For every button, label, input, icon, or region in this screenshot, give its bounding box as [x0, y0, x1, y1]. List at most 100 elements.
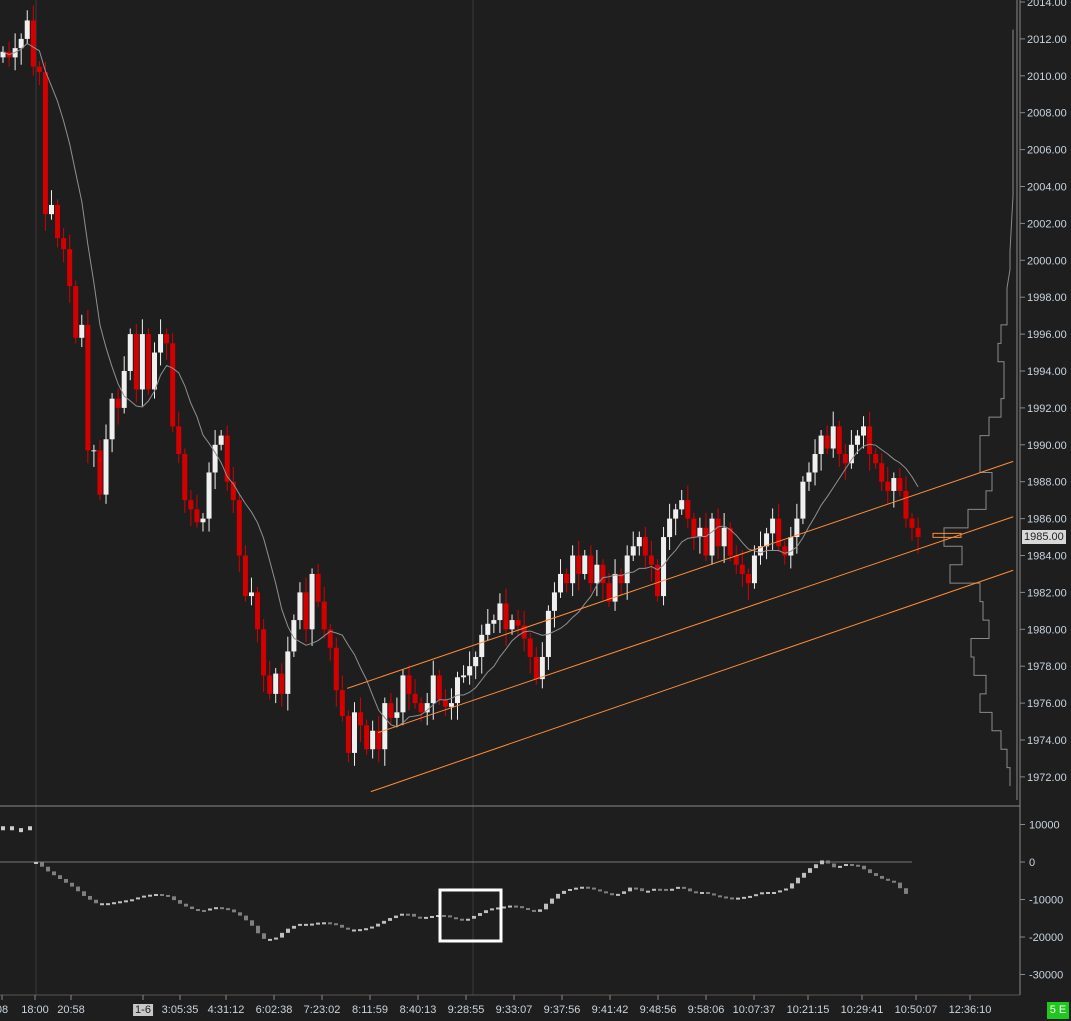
- time-tick-label: 9:37:56: [543, 1004, 581, 1016]
- candle-down: [188, 500, 194, 510]
- indicator-bar: [196, 909, 200, 912]
- indicator-bar: [550, 898, 554, 904]
- indicator-bar: [484, 910, 488, 914]
- indicator-bar: [904, 888, 908, 894]
- indicator-bar: [448, 915, 452, 918]
- indicator-bar: [460, 918, 464, 921]
- candle-up: [430, 675, 436, 704]
- indicator-bar: [118, 901, 122, 904]
- candle-down: [230, 481, 236, 501]
- selection-box: [438, 888, 503, 943]
- candle-up: [91, 450, 97, 452]
- indicator-bar: [364, 928, 368, 931]
- price-tick-label: 2010.00: [1027, 71, 1067, 83]
- candle-up: [582, 555, 588, 574]
- indicator-bar: [622, 891, 626, 894]
- indicator-bar: [154, 894, 158, 897]
- indicator-bar: [532, 909, 536, 912]
- candle-down: [733, 555, 739, 565]
- candle-down: [685, 500, 691, 519]
- candle-down: [727, 527, 733, 556]
- candle-down: [97, 450, 103, 495]
- indicator-bar: [616, 893, 620, 896]
- indicator-bar: [526, 908, 530, 911]
- price-tick-label: 1976.00: [1027, 698, 1067, 710]
- candle-up: [473, 656, 479, 667]
- indicator-bar: [262, 933, 266, 939]
- indicator-bar: [19, 828, 23, 833]
- indicator-bar: [502, 906, 506, 909]
- time-tick-label: 20:58: [57, 1004, 85, 1016]
- status-badge[interactable]: 5 E: [1047, 1002, 1069, 1019]
- price-tick-label: 2004.00: [1027, 182, 1067, 194]
- indicator-bar: [220, 907, 224, 910]
- candle-up: [382, 703, 388, 750]
- time-tick-label: 12:36:10: [948, 1004, 992, 1016]
- candle-up: [558, 573, 564, 593]
- candle-up: [551, 592, 557, 611]
- candle-up: [448, 703, 454, 707]
- candle-down: [236, 500, 242, 556]
- indicator-bar: [682, 886, 686, 889]
- indicator-bar: [250, 920, 254, 926]
- candle-up: [764, 533, 770, 547]
- price-tick-label: 2002.00: [1027, 218, 1067, 230]
- candle-down: [576, 555, 582, 574]
- time-tick-label: 4:31:12: [207, 1004, 245, 1016]
- indicator-bar: [652, 888, 656, 891]
- time-tick-label: 18:00: [21, 1004, 49, 1016]
- indicator-bar: [268, 938, 272, 941]
- indicator-bar: [214, 907, 218, 910]
- candle-down: [418, 703, 424, 713]
- candle-down: [406, 675, 412, 694]
- candle-up: [630, 546, 636, 556]
- candle-down: [618, 573, 624, 584]
- candle-down: [600, 564, 606, 584]
- candle-down: [691, 518, 697, 538]
- candle-down: [315, 573, 321, 602]
- candle-down: [164, 334, 170, 344]
- indicator-bar: [820, 860, 824, 865]
- indicator-bar: [640, 888, 644, 892]
- indicator-bar: [814, 864, 818, 869]
- candle-up: [491, 620, 497, 624]
- time-tick-label: 10:29:41: [840, 1004, 884, 1016]
- candle-down: [533, 656, 539, 680]
- candle-up: [891, 478, 897, 491]
- indicator-bar: [304, 923, 308, 926]
- candle-down: [364, 725, 370, 750]
- candle-down: [503, 603, 509, 630]
- candle-down: [564, 573, 570, 584]
- indicator-bar: [382, 920, 386, 924]
- indicator-bar: [604, 891, 608, 894]
- candle-down: [745, 573, 751, 584]
- price-tick-label: 2012.00: [1027, 34, 1067, 46]
- indicator-bar: [286, 928, 290, 933]
- channel-line: [347, 460, 1014, 689]
- candle-up: [467, 666, 473, 676]
- indicator-bar: [760, 892, 764, 895]
- indicator-bar: [316, 922, 320, 925]
- candle-down: [703, 527, 709, 556]
- indicator-bar: [412, 913, 416, 917]
- indicator-bar: [424, 916, 428, 919]
- indicator-bar: [580, 886, 584, 889]
- price-tick-label: 1974.00: [1027, 735, 1067, 747]
- candle-down: [333, 647, 339, 691]
- indicator-bar: [166, 894, 170, 897]
- indicator-bar: [754, 894, 758, 897]
- indicator-bar: [850, 864, 854, 867]
- candle-down: [115, 398, 121, 408]
- candle-down: [224, 435, 230, 482]
- price-tick-label: 1990.00: [1027, 440, 1067, 452]
- candle-up: [212, 444, 218, 473]
- candle-down: [321, 601, 327, 630]
- indicator-bar: [232, 909, 236, 913]
- time-tick-label: 9:48:56: [639, 1004, 677, 1016]
- candle-down: [61, 238, 67, 250]
- price-tick-label: 1998.00: [1027, 292, 1067, 304]
- candle-up: [479, 634, 485, 657]
- candle-down: [345, 716, 351, 753]
- candle-up: [818, 435, 824, 455]
